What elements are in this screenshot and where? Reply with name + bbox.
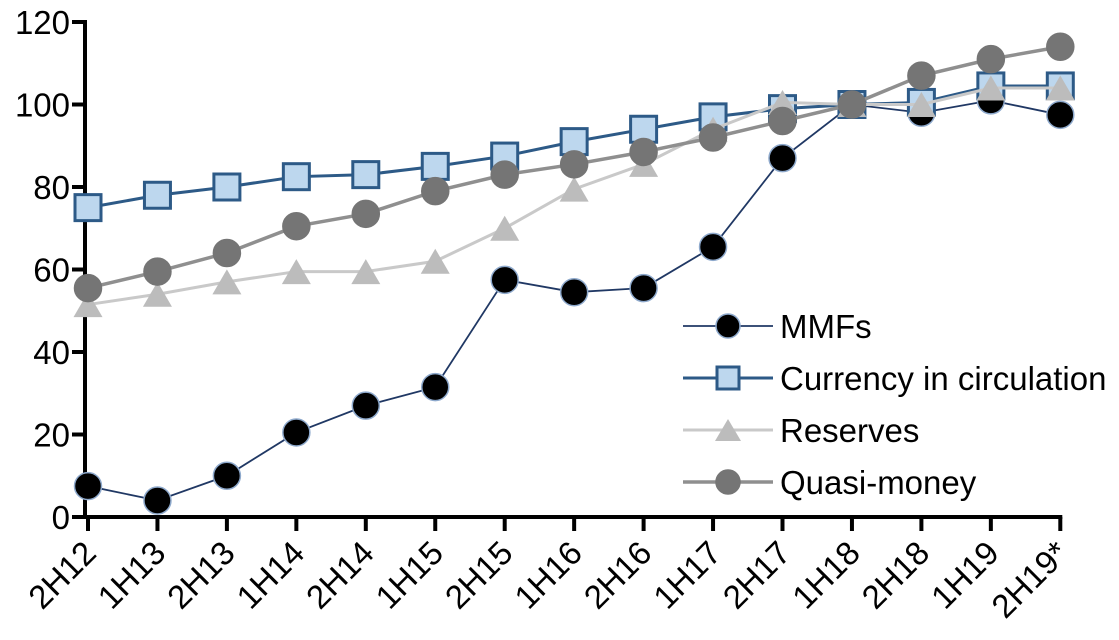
legend-item-reserves: Reserves [683,412,919,449]
data-point-marker [490,215,520,241]
data-point-marker [421,176,450,206]
data-point-marker [906,92,936,117]
data-point-marker [73,471,103,501]
data-point-marker [768,143,797,173]
data-point-marker [351,199,381,229]
data-point-marker [698,123,728,152]
data-point-marker [73,292,103,318]
data-point-marker [715,313,741,339]
data-point-marker [1045,75,1075,101]
x-tick-label: 2H17 [716,534,798,616]
data-point-marker [212,172,242,202]
legend-item-quasi-money: Quasi-money [683,464,977,501]
data-point-marker [420,248,450,274]
series-mmfs [73,86,1075,515]
data-point-marker [282,211,311,241]
data-point-marker [420,151,450,181]
y-tick-label: 120 [15,4,70,41]
legend-label: Quasi-money [780,464,977,501]
data-point-marker [976,75,1006,101]
y-tick-label: 100 [15,87,70,124]
data-point-marker [351,391,381,420]
y-axis-labels: 0 20 40 60 80 100 120 [15,4,70,536]
legend: MMFs Currency in circulation Reserves Quasi… [683,308,1106,501]
data-point-marker [1046,32,1075,61]
series-quasi-money [73,32,1075,303]
x-tick-label: 2H13 [160,534,242,616]
data-point-marker [768,106,797,136]
data-point-marker [698,232,728,262]
data-point-marker [629,137,658,167]
x-tick-label: 1H17 [646,534,728,616]
legend-label: MMFs [780,308,872,345]
data-point-marker [768,89,797,115]
x-tick-label: 2H18 [854,534,936,616]
x-tick-label: 2H15 [438,534,520,616]
data-point-marker [837,90,867,119]
data-point-marker [281,259,311,285]
x-tick-label: 1H15 [368,534,450,616]
data-point-marker [559,277,589,307]
x-tick-label: 2H19* [984,534,1075,625]
data-point-marker [282,418,311,447]
series-layer [73,32,1075,515]
data-point-marker [212,269,242,295]
data-point-marker [421,372,450,402]
x-tick-label: 1H13 [90,534,172,616]
data-point-marker [976,44,1006,74]
data-point-marker [559,150,589,179]
data-point-marker [212,238,242,268]
data-point-marker [715,469,741,495]
series-reserves [73,75,1075,318]
data-point-marker [715,419,741,441]
data-point-marker [142,281,172,307]
data-point-marker [490,265,519,295]
legend-label: Reserves [780,412,919,449]
data-point-marker [281,162,311,192]
legend-item-mmfs: MMFs [683,308,872,345]
x-tick-label: 2H14 [299,534,381,616]
y-tick-label: 0 [52,499,70,536]
data-point-marker [629,273,658,303]
y-tick-label: 20 [33,417,70,454]
data-point-marker [715,365,741,391]
x-tick-label: 2H16 [577,534,659,616]
data-point-marker [1046,100,1075,130]
data-point-marker [351,160,381,190]
data-point-marker [73,193,103,223]
data-point-marker [143,257,172,286]
data-point-marker [212,461,242,490]
data-point-marker [559,176,589,202]
legend-label: Currency in circulation [780,360,1106,397]
y-tick-label: 80 [33,169,70,206]
data-point-marker [351,259,381,285]
data-point-marker [143,486,172,515]
data-point-marker [142,180,172,210]
y-tick-label: 40 [33,334,70,371]
x-tick-label: 1H14 [229,534,311,616]
legend-item-currency-in-circulation: Currency in circulation [683,360,1106,397]
y-tick-label: 60 [33,252,70,289]
axes [72,20,1063,531]
data-point-marker [490,160,519,189]
x-axis-labels: 2H121H132H131H142H141H152H151H162H161H17… [21,534,1075,625]
x-tick-label: 1H18 [785,534,867,616]
data-point-marker [907,61,936,90]
data-point-marker [73,273,103,303]
x-tick-label: 1H16 [507,534,589,616]
x-tick-label: 2H12 [21,534,103,616]
